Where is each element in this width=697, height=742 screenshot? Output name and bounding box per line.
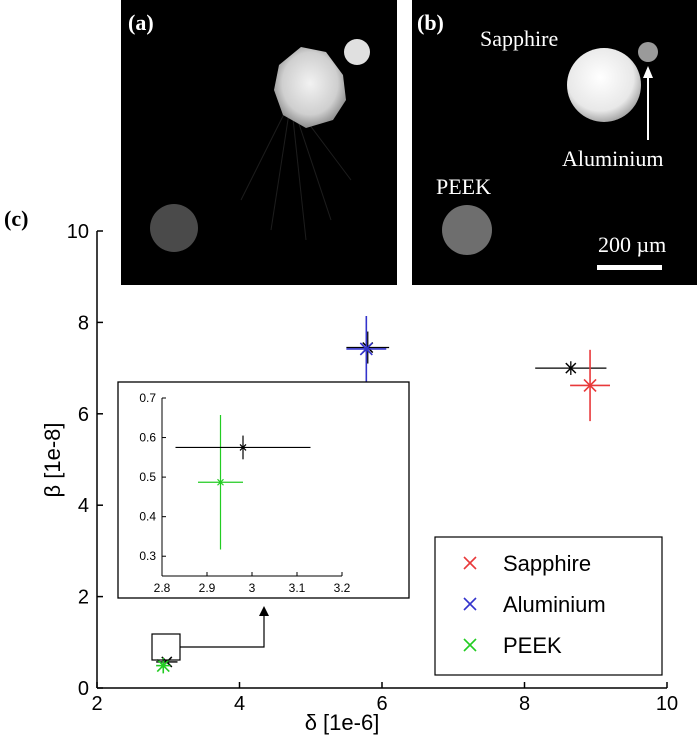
- sapphire-point-marker: [583, 378, 597, 393]
- panel-c-label: (c): [4, 206, 29, 231]
- legend-marker-aluminium: [463, 597, 477, 611]
- aluminium-label: Aluminium: [562, 146, 664, 171]
- aluminium-sphere: [638, 42, 658, 62]
- sapphire-sphere: [567, 48, 641, 122]
- reference-point-marker: [161, 656, 173, 668]
- y-tick-label: 8: [78, 312, 89, 334]
- aluminium-sphere: [344, 39, 370, 65]
- y-tick-label: 0: [78, 678, 89, 700]
- inset-x-tick-label: 3: [249, 581, 256, 595]
- inset-peek-point-marker: [217, 478, 224, 486]
- panel-a-label: (a): [128, 10, 154, 35]
- peek-label: PEEK: [436, 174, 491, 199]
- zoom-arrowhead: [259, 606, 269, 616]
- reference-point-marker: [565, 362, 577, 374]
- legend-label-peek: PEEK: [503, 633, 562, 658]
- inset-reference-point-marker: [239, 444, 247, 451]
- x-tick-label: 6: [376, 693, 387, 715]
- sapphire-point-marker: [583, 378, 597, 393]
- y-tick-label: 10: [67, 221, 89, 243]
- y-axis-label: β [1e-8]: [40, 422, 65, 497]
- inset-reference-point-marker: [239, 444, 247, 451]
- x-axis-label: δ [1e-6]: [305, 710, 380, 735]
- sapphire-label: Sapphire: [480, 26, 559, 51]
- legend-label-sapphire: Sapphire: [503, 551, 591, 576]
- panel-a-image: (a): [121, 0, 397, 285]
- inset-x-tick-label: 3.2: [334, 581, 351, 595]
- legend-marker-peek: [463, 638, 477, 652]
- legend: Sapphire Aluminium PEEK: [434, 536, 663, 676]
- peek-sphere: [150, 204, 198, 252]
- scale-bar-label: 200 µm: [598, 232, 667, 257]
- reference-point-marker: [565, 362, 577, 374]
- x-tick-label: 4: [234, 693, 245, 715]
- reference-point-marker: [362, 342, 374, 354]
- inset-x-tick-label: 3.1: [289, 581, 306, 595]
- inset-x-tick-label: 2.9: [199, 581, 216, 595]
- legend-marker-sapphire: [463, 556, 477, 570]
- inset-y-tick-label: 0.5: [139, 470, 156, 484]
- peek-sphere: [442, 205, 492, 255]
- panel-b-label: (b): [417, 10, 444, 35]
- y-tick-label: 6: [78, 404, 89, 426]
- peek-point-marker: [156, 659, 170, 673]
- inset-y-tick-label: 0.7: [139, 391, 156, 405]
- inset-peek-point-marker: [217, 478, 224, 486]
- inset-y-tick-label: 0.3: [139, 549, 156, 563]
- peek-point-marker: [156, 659, 170, 673]
- sapphire-sphere: [274, 47, 346, 128]
- panel-b-ct-slice: [442, 42, 662, 270]
- legend-box: [434, 536, 663, 676]
- inset-x-tick-label: 2.8: [154, 581, 171, 595]
- aluminium-point-marker: [359, 342, 373, 356]
- zoom-box: [151, 633, 181, 661]
- panel-b-image: (b) Sapphire Aluminium PEEK 200 µm: [412, 0, 697, 285]
- reference-point-marker: [161, 656, 173, 668]
- inset-y-tick-label: 0.6: [139, 431, 156, 445]
- legend-marker-peek: [463, 638, 477, 652]
- aluminium-arrowhead: [643, 66, 653, 78]
- panel-a-ct-slice: [150, 39, 370, 252]
- x-tick-label: 8: [519, 693, 530, 715]
- x-tick-label: 2: [91, 693, 102, 715]
- scale-bar: [597, 265, 662, 270]
- legend-label-aluminium: Aluminium: [503, 592, 606, 617]
- x-tick-label: 10: [656, 693, 678, 715]
- y-tick-label: 4: [78, 495, 89, 517]
- reference-point-marker: [362, 342, 374, 354]
- inset-y-tick-label: 0.4: [139, 510, 156, 524]
- legend-marker-aluminium: [463, 597, 477, 611]
- aluminium-point-marker: [359, 342, 373, 356]
- legend-marker-sapphire: [463, 556, 477, 570]
- inset-frame: [117, 381, 410, 599]
- y-tick-label: 2: [78, 587, 89, 609]
- zoom-connector: [180, 614, 265, 648]
